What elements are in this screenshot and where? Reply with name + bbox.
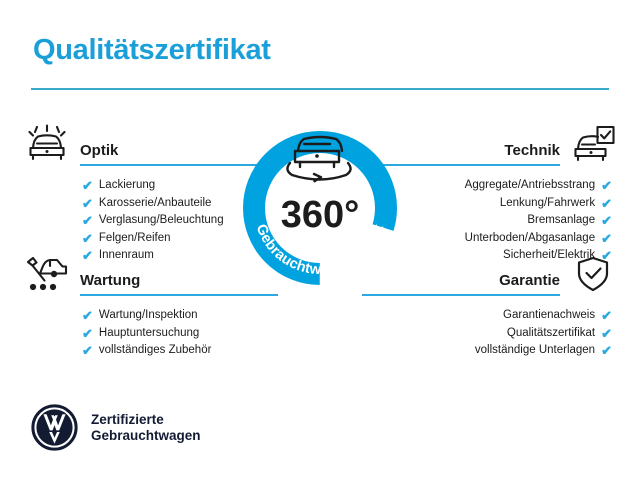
list-item-label: Lackierung	[98, 179, 156, 191]
list-item-label: Wartung/Inspektion	[98, 309, 198, 321]
badge-ring	[243, 131, 397, 285]
section-technik-list: Aggregate/Antriebsstrang ✔ Lenkung/Fahrwe…	[356, 170, 618, 265]
list-item-label: Sicherheit/Elektrik	[503, 249, 596, 261]
section-technik-heading: Technik	[504, 142, 560, 159]
page-title: Qualitätszertifikat	[33, 34, 271, 66]
shield-check-icon	[570, 254, 616, 294]
list-item: Garantienachweis ✔	[356, 307, 618, 325]
check-icon: ✔	[82, 248, 93, 264]
check-icon: ✔	[601, 195, 612, 211]
check-icon: ✔	[601, 178, 612, 194]
section-technik-underline	[362, 164, 560, 166]
check-icon: ✔	[82, 213, 93, 229]
check-icon: ✔	[82, 230, 93, 246]
list-item: ✔ Lackierung	[22, 177, 284, 195]
list-item-label: Karosserie/Anbauteile	[98, 196, 212, 209]
section-wartung-heading: Wartung	[80, 272, 141, 289]
column-right-garantie: Garantie Garantienachweis ✔ Qualitätszert…	[356, 256, 618, 360]
column-left-wartung: Wartung ✔ Wartung/Inspektion ✔ Hauptunters…	[22, 256, 284, 360]
list-item: ✔ Verglasung/Beleuchtung	[22, 212, 284, 230]
list-item-label: Bremsanlage	[527, 214, 596, 226]
check-icon: ✔	[601, 248, 612, 264]
list-item-label: Innenraum	[98, 249, 154, 261]
list-item: ✔ Wartung/Inspektion	[22, 307, 284, 325]
section-optik: Optik ✔ Lackierung ✔ Karosserie/Anbauteile…	[22, 124, 284, 265]
footer-line-2: Gebrauchtwagen	[91, 427, 201, 443]
list-item: vollständige Unterlagen ✔	[356, 342, 618, 360]
list-item: Aggregate/Antriebsstrang ✔	[356, 177, 618, 195]
list-item-label: Lenkung/Fahrwerk	[499, 196, 596, 209]
badge-center-label: 360°	[281, 194, 360, 236]
list-item-label: Unterboden/Abgasanlage	[464, 231, 596, 244]
list-item-label: Garantienachweis	[503, 309, 596, 321]
check-icon: ✔	[601, 230, 612, 246]
footer-brand-text: Zertifizierte Gebrauchtwagen	[91, 412, 201, 444]
section-garantie-list: Garantienachweis ✔ Qualitätszertifikat ✔ v…	[356, 300, 618, 360]
section-garantie-heading: Garantie	[499, 272, 560, 289]
list-item-label: Hauptuntersuchung	[98, 326, 200, 339]
list-item: ✔ Felgen/Reifen	[22, 230, 284, 248]
check-icon: ✔	[82, 195, 93, 211]
section-technik: Technik Aggregate/Antriebsstrang ✔ Lenkun…	[356, 124, 618, 265]
section-technik-header: Technik	[356, 124, 618, 170]
check-icon: ✔	[82, 178, 93, 194]
list-item: ✔ vollständiges Zubehör	[22, 342, 284, 360]
section-optik-list: ✔ Lackierung ✔ Karosserie/Anbauteile ✔ Verg…	[22, 170, 284, 265]
list-item-label: Aggregate/Antriebsstrang	[464, 179, 596, 191]
list-item: ✔ Hauptuntersuchung	[22, 325, 284, 343]
list-item: Unterboden/Abgasanlage ✔	[356, 230, 618, 248]
check-icon: ✔	[82, 325, 93, 341]
title-divider	[31, 88, 609, 90]
list-item-label: Verglasung/Beleuchtung	[98, 214, 224, 226]
column-right-technik: Technik Aggregate/Antriebsstrang ✔ Lenkun…	[356, 124, 618, 265]
list-item-label: Felgen/Reifen	[98, 231, 171, 244]
car-shine-icon	[24, 124, 70, 164]
wrench-car-service-icon	[24, 254, 70, 294]
list-item-label: Qualitätszertifikat	[506, 326, 596, 339]
footer-brand: Zertifizierte Gebrauchtwagen	[31, 404, 201, 451]
list-item: ✔ Innenraum	[22, 247, 284, 265]
list-item: ✔ Karosserie/Anbauteile	[22, 195, 284, 213]
list-item: Sicherheit/Elektrik ✔	[356, 247, 618, 265]
list-item: Bremsanlage ✔	[356, 212, 618, 230]
car-front-rotate-icon	[286, 135, 352, 183]
section-optik-header: Optik	[22, 124, 284, 170]
check-icon: ✔	[82, 343, 93, 359]
section-wartung-underline	[80, 294, 278, 296]
column-left-optik: Optik ✔ Lackierung ✔ Karosserie/Anbauteile…	[22, 124, 284, 265]
section-garantie-header: Garantie	[356, 256, 618, 300]
list-item-label: vollständige Unterlagen	[474, 344, 596, 356]
vw-roundel-logo	[31, 404, 78, 451]
check-icon: ✔	[601, 325, 612, 341]
check-icon: ✔	[601, 343, 612, 359]
list-item-label: vollständiges Zubehör	[98, 344, 212, 356]
check-icon: ✔	[82, 308, 93, 324]
check-icon: ✔	[601, 213, 612, 229]
list-item: Lenkung/Fahrwerk ✔	[356, 195, 618, 213]
section-optik-heading: Optik	[80, 142, 119, 159]
section-wartung: Wartung ✔ Wartung/Inspektion ✔ Hauptunters…	[22, 256, 284, 360]
section-garantie: Garantie Garantienachweis ✔ Qualitätszert…	[356, 256, 618, 360]
section-wartung-list: ✔ Wartung/Inspektion ✔ Hauptuntersuchung ✔…	[22, 300, 284, 360]
section-garantie-underline	[362, 294, 560, 296]
footer-line-1: Zertifizierte	[91, 411, 164, 427]
list-item: Qualitätszertifikat ✔	[356, 325, 618, 343]
check-icon: ✔	[601, 308, 612, 324]
section-wartung-header: Wartung	[22, 256, 284, 300]
badge-360-gebrauchtwagen-check: 360° Gebrauchtwagen-Check	[232, 120, 408, 296]
car-checkbox-icon	[570, 124, 616, 164]
section-optik-underline	[80, 164, 278, 166]
